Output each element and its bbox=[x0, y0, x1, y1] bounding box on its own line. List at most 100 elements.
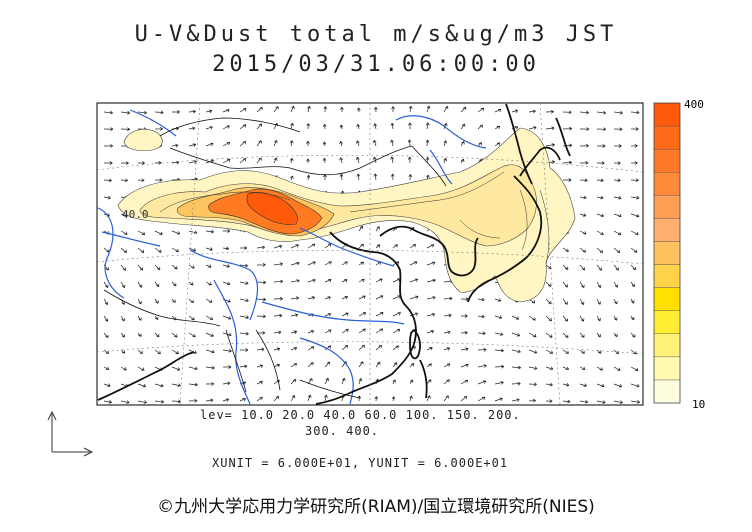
wind-arrow bbox=[171, 383, 181, 387]
wind-arrow bbox=[460, 363, 469, 368]
wind-arrow bbox=[373, 173, 378, 181]
wind-arrow bbox=[409, 244, 416, 249]
wind-arrow bbox=[528, 366, 538, 370]
wind-arrow bbox=[154, 399, 165, 404]
wind-arrow bbox=[171, 230, 181, 235]
wind-arrow bbox=[188, 366, 198, 371]
wind-arrow bbox=[528, 109, 536, 114]
wind-arrow bbox=[511, 381, 521, 386]
wind-arrow bbox=[341, 328, 349, 334]
wind-arrow bbox=[545, 143, 555, 147]
colorbar-swatch bbox=[653, 241, 681, 265]
wind-arrow bbox=[137, 315, 142, 321]
wind-arrow bbox=[137, 383, 146, 388]
wind-arrow bbox=[443, 363, 451, 368]
wind-arrow bbox=[460, 379, 469, 385]
wind-arrow bbox=[630, 332, 636, 338]
wind-arrow bbox=[494, 381, 504, 385]
wind-arrow bbox=[511, 109, 519, 113]
wind-arrow bbox=[375, 226, 380, 232]
wind-arrow bbox=[339, 173, 344, 181]
wind-arrow bbox=[290, 313, 299, 318]
wind-arrow bbox=[273, 364, 280, 368]
wind-arrow bbox=[341, 377, 346, 385]
wind-arrow bbox=[562, 126, 573, 131]
wind-arrow bbox=[630, 213, 640, 218]
wind-arrow bbox=[494, 108, 502, 113]
wind-arrow bbox=[443, 330, 451, 335]
wind-arrow bbox=[120, 315, 125, 322]
colorbar-swatch bbox=[653, 356, 681, 381]
wind-arrow bbox=[460, 123, 466, 130]
colorbar-swatch bbox=[653, 218, 681, 242]
wind-arrow bbox=[477, 142, 482, 147]
wind-arrow bbox=[306, 140, 310, 147]
wind-arrow bbox=[477, 364, 487, 368]
wind-arrow bbox=[596, 281, 602, 288]
wind-arrow bbox=[340, 106, 344, 113]
wind-arrow bbox=[460, 158, 465, 164]
colorbar-swatch bbox=[653, 379, 681, 404]
wind-arrow bbox=[154, 230, 163, 235]
wind-arrow bbox=[256, 297, 267, 302]
wind-arrow bbox=[120, 281, 126, 289]
wind-arrow bbox=[324, 261, 332, 266]
wind-arrow bbox=[358, 344, 365, 351]
wind-arrow bbox=[426, 379, 432, 385]
wind-arrow bbox=[562, 349, 569, 355]
wind-arrow bbox=[562, 332, 569, 339]
wind-arrow bbox=[307, 243, 316, 249]
wind-arrow bbox=[630, 298, 635, 304]
wind-arrow bbox=[256, 280, 267, 285]
wind-arrow bbox=[579, 178, 588, 183]
lat-lon-grid bbox=[97, 103, 643, 405]
wind-arrow bbox=[392, 379, 397, 385]
wind-arrow bbox=[120, 127, 131, 132]
wind-arrow bbox=[375, 361, 381, 368]
wind-arrow bbox=[188, 230, 198, 234]
wind-arrow bbox=[239, 331, 249, 336]
wind-arrow bbox=[324, 329, 332, 334]
wind-arrow bbox=[307, 261, 316, 266]
wind-arrow bbox=[273, 347, 281, 351]
wind-arrow bbox=[205, 264, 212, 268]
wind-arrow bbox=[120, 264, 126, 271]
wind-arrow bbox=[324, 296, 331, 300]
wind-arrow bbox=[306, 174, 311, 181]
borders bbox=[103, 117, 447, 399]
wind-arrow bbox=[205, 398, 214, 403]
wind-arrow bbox=[273, 106, 279, 113]
wind-arrow bbox=[273, 296, 283, 301]
wind-arrow bbox=[273, 157, 278, 164]
wind-arrow bbox=[613, 400, 623, 404]
wind-arrow bbox=[171, 281, 177, 287]
wind-arrow bbox=[390, 173, 395, 181]
wind-arrow bbox=[103, 366, 110, 370]
wind-arrow bbox=[579, 349, 585, 354]
rivers bbox=[97, 109, 487, 405]
wind-arrow bbox=[545, 366, 554, 370]
wind-arrow bbox=[596, 315, 601, 322]
wind-arrow bbox=[426, 244, 435, 249]
wind-arrow bbox=[273, 244, 283, 249]
wind-arrow bbox=[290, 347, 298, 351]
wind-arrow bbox=[443, 379, 450, 385]
wind-arrow bbox=[188, 398, 198, 403]
wind-arrow bbox=[630, 161, 638, 165]
colorbar-swatch bbox=[653, 287, 681, 311]
wind-arrow bbox=[562, 110, 572, 115]
map-title: U-V&Dust total m/s&ug/m3 JST bbox=[134, 22, 618, 47]
colorbar-swatch bbox=[653, 148, 681, 173]
wind-arrow bbox=[545, 332, 553, 338]
wind-arrow bbox=[205, 298, 213, 303]
wind-arrow bbox=[373, 123, 377, 130]
colorbar-swatch bbox=[653, 310, 681, 334]
wind-arrow bbox=[477, 331, 486, 336]
wind-arrow bbox=[103, 298, 109, 306]
wind-arrow bbox=[375, 244, 381, 249]
copyright-notice: ©九州大学応用力学研究所(RIAM)/国立環境研究所(NIES) bbox=[157, 497, 595, 517]
wind-arrow bbox=[477, 396, 486, 402]
wind-arrow bbox=[579, 195, 587, 200]
wind-arrow bbox=[341, 279, 348, 283]
wind-arrow bbox=[426, 347, 433, 351]
